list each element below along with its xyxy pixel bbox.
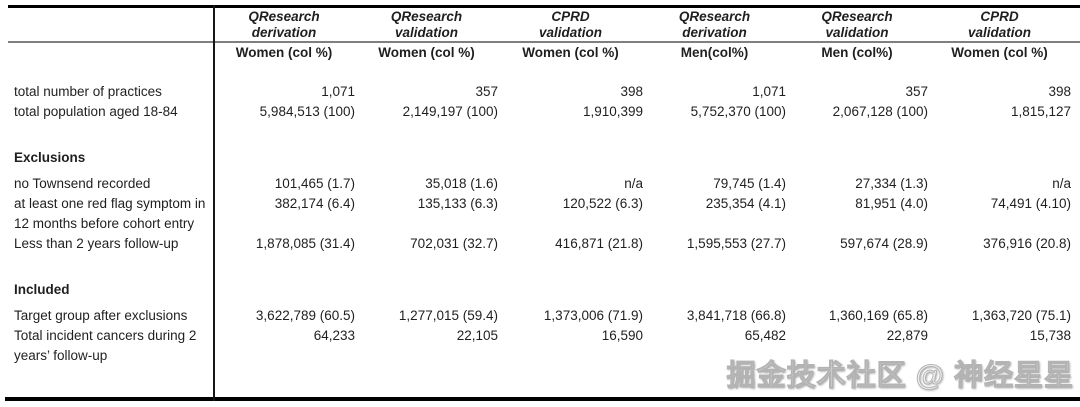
table-cell: 27,334 (1.3) (855, 176, 928, 191)
column-subheader: Men (col%) (821, 45, 893, 60)
table-cell: 3,622,789 (60.5) (255, 308, 355, 323)
table-cell: 64,233 (313, 328, 355, 343)
column-group-header-row: QResearch derivation QResearch validation… (213, 7, 1080, 41)
row-label: Target group after exclusions (14, 308, 188, 323)
row-label: at least one red flag symptom in 12 mont… (14, 196, 206, 231)
table-cell: 1,277,015 (59.4) (398, 308, 498, 323)
table-cell: 3,841,718 (66.8) (686, 308, 786, 323)
label-column-divider-rule (213, 5, 215, 401)
column-group-header: CPRD validation (538, 9, 602, 40)
row-label: Included (14, 282, 70, 297)
column-subheader: Women (col %) (522, 45, 619, 60)
table-row: at least one red flag symptom in 12 mont… (0, 194, 1080, 234)
table-cell: 135,133 (6.3) (417, 196, 498, 211)
table-cell: 1,071 (321, 84, 355, 99)
table-bottom-rule (5, 397, 1080, 401)
table-cell: 79,745 (1.4) (713, 176, 786, 191)
table-cell: 1,071 (752, 84, 786, 99)
section-header-row: Included (0, 280, 1080, 300)
column-group-header: QResearch validation (821, 9, 893, 40)
table-cell: 398 (620, 84, 643, 99)
table-row: no Townsend recorded 101,465 (1.7) 35,018 … (0, 174, 1080, 194)
table-cell: n/a (1052, 176, 1071, 191)
table-cell: 1,373,006 (71.9) (543, 308, 643, 323)
table-cell: 1,363,720 (75.1) (971, 308, 1071, 323)
table-cell: 2,067,128 (100) (832, 104, 928, 119)
table-cell: 382,174 (6.4) (274, 196, 355, 211)
table-cell: 1,595,553 (27.7) (686, 236, 786, 251)
column-subheader: Men(col%) (680, 45, 749, 60)
column-group-header: QResearch validation (390, 9, 463, 40)
table-cell: 16,590 (601, 328, 643, 343)
table-cell: 2,149,197 (100) (402, 104, 498, 119)
table-cell: 1,815,127 (1010, 104, 1071, 119)
table-cell: 398 (1048, 84, 1071, 99)
column-group-header: CPRD validation (967, 9, 1031, 40)
table-cell: 357 (475, 84, 498, 99)
table-cell: 101,465 (1.7) (274, 176, 355, 191)
table-cell: 702,031 (32.7) (410, 236, 498, 251)
table-cell: 120,522 (6.3) (562, 196, 643, 211)
table-cell: 74,491 (4.10) (990, 196, 1071, 211)
table-cell: 65,482 (744, 328, 786, 343)
row-label: Total incident cancers during 2 years’ f… (14, 328, 197, 363)
table-cell: 5,984,513 (100) (259, 104, 355, 119)
table-cell: 15,738 (1029, 328, 1071, 343)
table-cell: 597,674 (28.9) (840, 236, 928, 251)
column-group-header: QResearch derivation (248, 9, 320, 40)
table-row: Target group after exclusions 3,622,789 (… (0, 306, 1080, 326)
table-cell: 5,752,370 (100) (690, 104, 786, 119)
table-cell: 1,878,085 (31.4) (255, 236, 355, 251)
section-header-row: Exclusions (0, 148, 1080, 168)
table-cell: 376,916 (20.8) (983, 236, 1071, 251)
column-subheader: Women (col %) (951, 45, 1048, 60)
table-cell: 81,951 (4.0) (855, 196, 928, 211)
table-cell: 1,360,169 (65.8) (828, 308, 928, 323)
table-body: total number of practices 1,071 357 398 1,07… (0, 61, 1080, 366)
table-cell: 22,879 (886, 328, 928, 343)
table-top-rule (8, 5, 1080, 8)
table-cell: 235,354 (4.1) (705, 196, 786, 211)
cohort-study-table: QResearch derivation QResearch validation… (0, 7, 1080, 366)
watermark-text: 掘金技术社区 @ 神经星星 (726, 360, 1074, 393)
column-subheader: Women (col %) (378, 45, 475, 60)
table-cell: 22,105 (456, 328, 498, 343)
table-cell: 35,018 (1.6) (425, 176, 498, 191)
row-label: no Townsend recorded (14, 176, 151, 191)
table-cell: 416,871 (21.8) (555, 236, 643, 251)
column-group-header: QResearch derivation (678, 9, 751, 40)
table-row: Total incident cancers during 2 years’ f… (0, 326, 1080, 366)
table-cell: n/a (624, 176, 643, 191)
table-row: Less than 2 years follow-up 1,878,085 (31… (0, 234, 1080, 254)
column-subheader-row: Women (col %) Women (col %) Women (col %) M… (213, 41, 1080, 61)
table-cell: 357 (905, 84, 928, 99)
row-label: Less than 2 years follow-up (14, 236, 179, 251)
table-cell: 1,910,399 (582, 104, 643, 119)
column-subheader: Women (col %) (235, 45, 333, 60)
table-row: total number of practices 1,071 357 398 1,07… (0, 82, 1080, 102)
row-label: total number of practices (14, 84, 162, 99)
row-label: Exclusions (14, 150, 86, 165)
table-row: total population aged 18-84 5,984,513 (10… (0, 102, 1080, 122)
header-divider-rule (8, 41, 1080, 43)
row-label: total population aged 18-84 (14, 104, 178, 119)
